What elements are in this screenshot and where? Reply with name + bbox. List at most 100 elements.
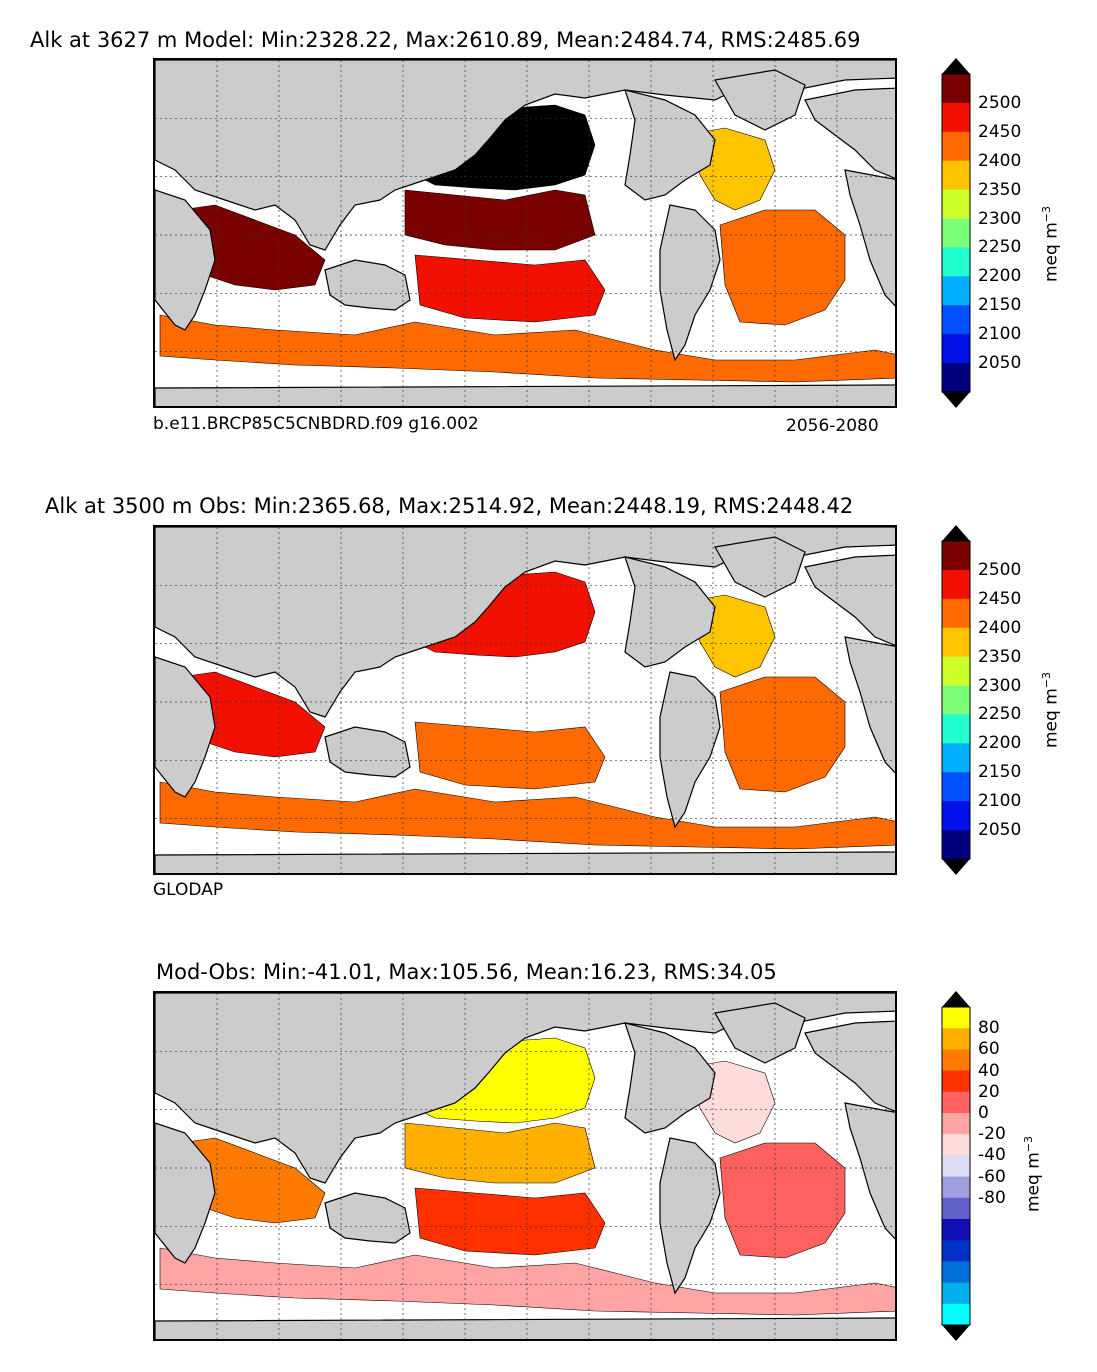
model-panel: Alk at 3627 m Model: Min:2328.22, Max:26… [0, 0, 1097, 460]
colorbar-segment [942, 1197, 970, 1220]
land-africa [155, 656, 216, 798]
colorbar-segment [942, 189, 970, 220]
colorbar-frame [941, 73, 971, 393]
model-case-label: b.e11.BRCP85C5CNBDRD.f09 g16.002 [153, 414, 479, 434]
colorbar-segment [942, 627, 970, 658]
colorbar-tick-label: 2500 [978, 559, 1022, 580]
colorbar-tick-label: 80 [978, 1018, 1000, 1039]
colorbar-segment [942, 1007, 970, 1029]
land-south-america [659, 671, 721, 829]
region-southern-ocean [159, 314, 895, 383]
colorbar-segment [942, 1261, 970, 1284]
colorbar-frame [941, 1006, 971, 1326]
colorbar-under-triangle [942, 392, 970, 408]
colorbar-tick-label: 2400 [978, 617, 1022, 638]
colorbar-over-triangle [942, 991, 970, 1007]
colorbar-segment [942, 541, 970, 571]
colorbar-segment [942, 1155, 970, 1178]
diff-map [153, 991, 897, 1341]
model-title: Alk at 3627 m Model: Min:2328.22, Max:26… [30, 28, 861, 52]
colorbar-tick-label: 40 [978, 1060, 1000, 1081]
colorbar-segment [942, 1176, 970, 1199]
land-europe [804, 87, 895, 179]
land-north-america [624, 1022, 716, 1134]
colorbar-segment [942, 598, 970, 629]
colorbar-segment [942, 830, 970, 860]
colorbar-segment [942, 334, 970, 364]
colorbar-tick-label: 60 [978, 1039, 1000, 1060]
land-europe [804, 1020, 895, 1112]
colorbar-tick-label: 2450 [978, 588, 1022, 609]
colorbar-tick-label: 2500 [978, 92, 1022, 113]
colorbar-segment [942, 1070, 970, 1093]
colorbar-tick-label: 2100 [978, 791, 1022, 812]
colorbar-tick-label: -20 [978, 1124, 1006, 1145]
colorbar-tick-label: -60 [978, 1166, 1006, 1187]
region-southern-ocean [159, 1247, 895, 1316]
colorbar-segment [942, 685, 970, 715]
colorbar-tick-label: 2050 [978, 353, 1022, 374]
colorbar-tick-label: -80 [978, 1187, 1006, 1208]
colorbar-tick-label: -40 [978, 1145, 1006, 1166]
model-years-label: 2056-2080 [786, 416, 879, 436]
colorbar-tick-label: 2200 [978, 266, 1022, 287]
land-north-america [624, 556, 716, 668]
obs-title: Alk at 3500 m Obs: Min:2365.68, Max:2514… [45, 494, 854, 518]
model-map [153, 58, 897, 408]
colorbar-segment [942, 74, 970, 104]
colorbar-segment [942, 1091, 970, 1114]
colorbar-tick-label: 2350 [978, 179, 1022, 200]
colorbar-segment [942, 1134, 970, 1156]
land-australia [324, 1192, 411, 1244]
colorbar-segment [942, 1219, 970, 1241]
region-south-pacific [414, 721, 606, 790]
colorbar-segment [942, 656, 970, 687]
obs-map [153, 525, 897, 875]
colorbar-segment [942, 801, 970, 831]
colorbar-tick-label: 2200 [978, 733, 1022, 754]
land-antarctica [155, 1317, 895, 1339]
colorbar-tick-label: 2300 [978, 208, 1022, 229]
land-africa [155, 1122, 216, 1264]
colorbar-tick-label: 2150 [978, 295, 1022, 316]
region-south-pacific [414, 1187, 606, 1256]
colorbar-segment [942, 1028, 970, 1050]
land-north-america [624, 89, 716, 201]
colorbar-under-triangle [942, 859, 970, 875]
colorbar-segment [942, 160, 970, 191]
land-africa [155, 189, 216, 331]
colorbar-segment [942, 131, 970, 162]
colorbar-over-triangle [942, 58, 970, 74]
region-south-pacific [414, 254, 606, 323]
colorbar-tick-label: 2300 [978, 675, 1022, 696]
colorbar-under-triangle [942, 1325, 970, 1341]
colorbar-tick-label: 2450 [978, 121, 1022, 142]
colorbar-segment [942, 743, 970, 773]
colorbar-tick-label: 2400 [978, 150, 1022, 171]
colorbar-segment [942, 772, 970, 802]
region-south-atlantic [719, 209, 846, 326]
land-south-america [659, 1137, 721, 1295]
colorbar-segment [942, 714, 970, 744]
colorbar-segment [942, 1113, 970, 1135]
colorbar-segment [942, 218, 970, 248]
colorbar-segment [942, 1303, 970, 1326]
colorbar-segment [942, 305, 970, 335]
land-greenland [714, 1002, 806, 1064]
colorbar-tick-label: 2250 [978, 704, 1022, 725]
colorbar-tick-label: 2050 [978, 820, 1022, 841]
colorbar-segment [942, 1282, 970, 1305]
colorbar-segment [942, 247, 970, 277]
colorbar-segment [942, 276, 970, 306]
region-equatorial-pacific [404, 1122, 596, 1184]
obs-source-label: GLODAP [153, 880, 224, 900]
colorbar-tick-label: 2350 [978, 646, 1022, 667]
colorbar-frame [941, 540, 971, 860]
land-africa-east [844, 169, 895, 307]
obs-colorbar [941, 525, 971, 875]
colorbar-tick-label: 2100 [978, 324, 1022, 345]
colorbar-tick-label: 2150 [978, 762, 1022, 783]
land-south-america [659, 204, 721, 362]
diff-colorbar-unit: meq m−3 [1022, 1136, 1044, 1212]
diff-colorbar [941, 991, 971, 1341]
